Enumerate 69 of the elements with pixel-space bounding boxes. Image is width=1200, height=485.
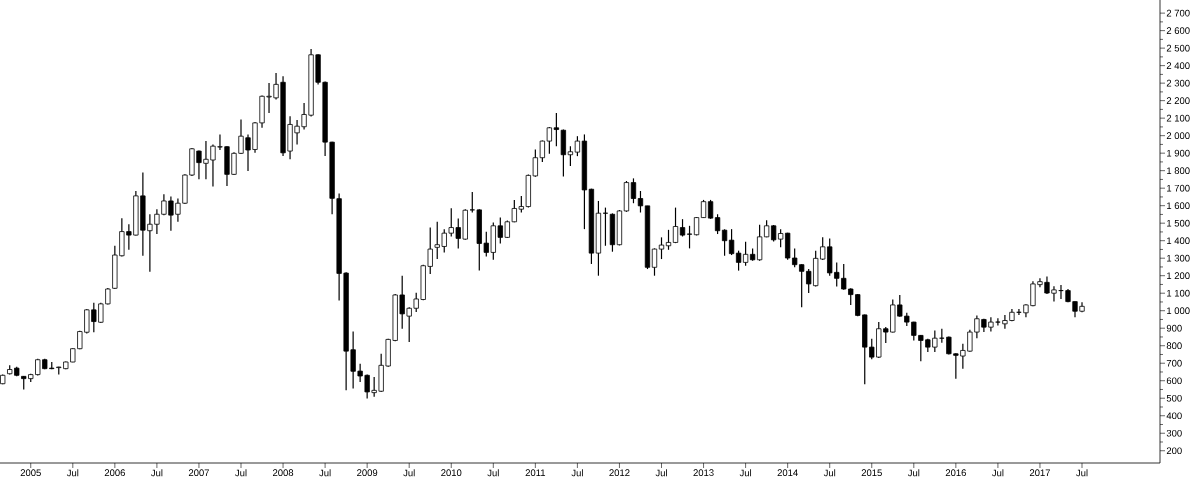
y-tick-label: 2 600 — [1166, 27, 1190, 34]
candlestick — [672, 207, 679, 244]
y-tick-label: 700 — [1166, 359, 1182, 367]
x-tick-label: 2009 — [357, 469, 378, 477]
x-tick-label: Jul — [1076, 469, 1088, 477]
x-tick-label: 2017 — [1029, 469, 1051, 477]
y-tick-label: 800 — [1166, 342, 1182, 350]
y-tick-label: 2 400 — [1166, 62, 1190, 69]
x-tick-label: Jul — [739, 469, 752, 477]
x-tick-label: Jul — [655, 469, 667, 477]
y-tick-label: 2 000 — [1166, 132, 1190, 140]
x-tick-label: 2007 — [188, 469, 209, 477]
x-tick-label: Jul — [487, 469, 499, 477]
candlestick — [658, 236, 665, 260]
y-tick-label: 200 — [1166, 447, 1182, 455]
x-tick-label: Jul — [150, 469, 163, 477]
x-tick-label: Jul — [992, 469, 1004, 477]
candlestick — [742, 241, 749, 267]
y-tick-label: 1 000 — [1167, 307, 1190, 315]
candlestick — [995, 317, 1001, 327]
x-tick-label: Jul — [403, 469, 415, 477]
candlestick — [686, 225, 693, 249]
x-tick-label: Jul — [319, 469, 331, 477]
candlestick — [665, 229, 672, 251]
x-tick-label: Jul — [907, 469, 920, 477]
x-tick-label: Jul — [823, 469, 836, 477]
candlestick — [567, 145, 574, 167]
candlestick — [735, 250, 742, 272]
x-tick-label: 2016 — [945, 469, 966, 477]
candlestick — [630, 177, 637, 204]
candlestick — [707, 199, 714, 220]
y-tick-label: 2 200 — [1166, 97, 1190, 104]
y-tick-label: 2 100 — [1166, 114, 1190, 122]
x-tick-label: 2012 — [609, 469, 630, 477]
y-tick-label: 1 400 — [1167, 237, 1190, 245]
x-tick-label: Jul — [66, 469, 79, 477]
x-tick-label: 2006 — [104, 469, 125, 477]
candlestick — [721, 228, 728, 257]
x-tick-label: 2005 — [20, 469, 41, 477]
x-tick-label: 2011 — [525, 469, 546, 477]
y-tick-label: 900 — [1166, 324, 1182, 332]
x-tick-label: 2013 — [693, 469, 714, 477]
x-tick-label: 2014 — [777, 469, 798, 477]
y-tick-label: 600 — [1166, 377, 1182, 385]
y-tick-label: 1 700 — [1167, 184, 1190, 192]
y-tick-label: 1 900 — [1167, 149, 1190, 157]
x-tick-label: 2008 — [272, 469, 294, 477]
y-tick-label: 400 — [1166, 412, 1182, 420]
y-tick-label: 1 200 — [1167, 272, 1190, 280]
x-tick-label: Jul — [571, 469, 583, 477]
x-tick-label: 2010 — [441, 469, 462, 477]
y-tick-label: 500 — [1166, 394, 1182, 402]
y-tick-label: 1 800 — [1167, 167, 1190, 175]
y-tick-label: 1 600 — [1167, 202, 1190, 210]
y-tick-label: 2 700 — [1166, 9, 1190, 17]
x-tick-label: Jul — [235, 469, 247, 477]
candlestick — [700, 199, 707, 219]
candlestick — [728, 228, 735, 256]
y-tick-label: 1 500 — [1167, 219, 1190, 227]
y-tick-label: 2 500 — [1166, 44, 1190, 52]
y-tick-label: 300 — [1166, 429, 1182, 437]
candlestick — [574, 135, 581, 157]
y-tick-label: 1 300 — [1167, 254, 1190, 262]
y-tick-label: 1 100 — [1167, 289, 1190, 297]
candlestick — [651, 247, 658, 277]
candlestick — [714, 213, 721, 235]
candlestick — [637, 190, 644, 214]
y-tick-label: 2 300 — [1166, 79, 1190, 87]
x-tick-label: 2015 — [861, 469, 882, 477]
